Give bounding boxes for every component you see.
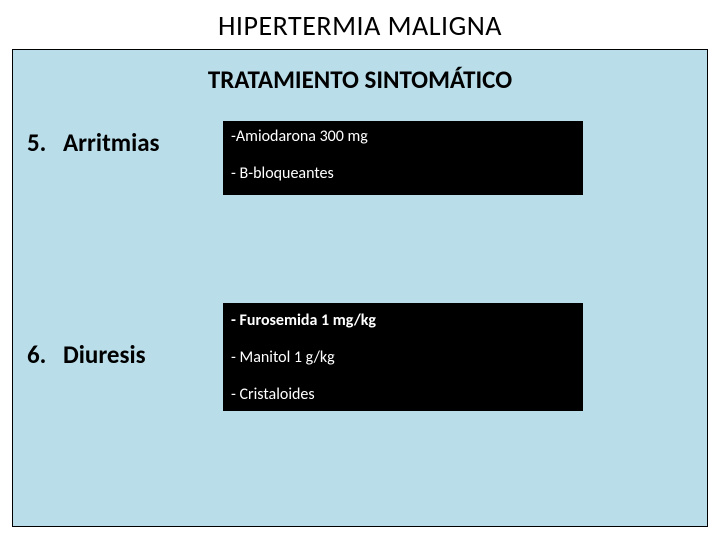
section-diuresis: 6. Diuresis - Furosemida 1 mg/kg - Manit… bbox=[13, 303, 707, 411]
page-title: HIPERTERMIA MALIGNA bbox=[0, 0, 720, 47]
section-arritmias: 5. Arritmias -Amiodarona 300 mg - B-bloq… bbox=[13, 121, 707, 195]
section-number: 6. bbox=[27, 339, 63, 370]
section-label: 6. Diuresis bbox=[13, 303, 223, 370]
treatment-box-diuresis: - Furosemida 1 mg/kg - Manitol 1 g/kg - … bbox=[223, 303, 583, 411]
content-panel: TRATAMIENTO SINTOMÁTICO 5. Arritmias -Am… bbox=[12, 49, 708, 527]
section-text: Diuresis bbox=[63, 339, 146, 370]
subtitle: TRATAMIENTO SINTOMÁTICO bbox=[13, 50, 707, 103]
treatment-line: - Manitol 1 g/kg bbox=[223, 342, 583, 373]
treatment-line: - Cristaloides bbox=[223, 379, 583, 410]
section-text: Arritmias bbox=[63, 127, 160, 158]
treatment-line: - Furosemida 1 mg/kg bbox=[223, 303, 583, 336]
section-number: 5. bbox=[27, 127, 63, 158]
treatment-line: - B-bloqueantes bbox=[223, 158, 583, 189]
treatment-line: -Amiodarona 300 mg bbox=[223, 121, 583, 152]
section-label: 5. Arritmias bbox=[13, 121, 223, 158]
treatment-box-arritmias: -Amiodarona 300 mg - B-bloqueantes bbox=[223, 121, 583, 195]
